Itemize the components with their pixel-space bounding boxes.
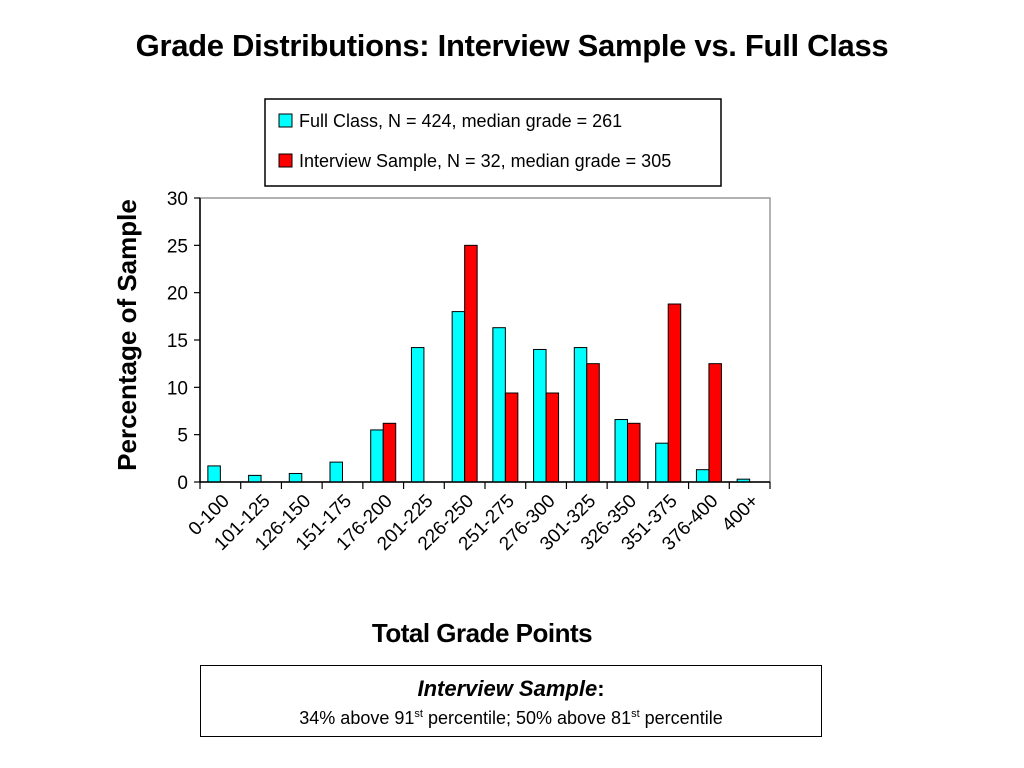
legend-swatch-interview-sample [278,153,293,168]
y-axis-label: Percentage of Sample [112,199,142,471]
bar-full-class-326-350 [614,419,628,483]
plot-area [199,197,771,483]
grade-distribution-chart: Full Class, N = 424, median grade = 261 I… [112,98,771,648]
note-sup-1: st [414,708,423,720]
bar-full-class-0-100 [207,465,221,483]
y-tick-label: 25 [167,236,188,257]
bar-interview-sample-351-375 [667,303,682,483]
bar-interview-sample-251-275 [504,392,519,483]
bar-full-class-276-300 [533,348,547,483]
legend-label-interview-sample: Interview Sample, N = 32, median grade =… [299,151,671,171]
bar-interview-sample-226-250 [464,244,478,483]
note-sup-2: st [631,708,640,720]
y-tick-label: 0 [177,473,188,494]
bar-full-class-176-200 [370,429,384,483]
bar-full-class-376-400 [695,469,710,483]
plot-frame [199,197,771,483]
note-part-1: 34% above 91 [299,708,415,728]
bar-full-class-126-150 [288,472,303,483]
x-axis: 0-100101-125126-150151-175176-200201-225… [185,481,771,555]
x-axis-label: Total Grade Points [372,618,592,648]
bar-interview-sample-326-350 [627,422,641,483]
bar-interview-sample-276-300 [545,392,560,483]
note-heading-colon: : [597,676,605,701]
bar-interview-sample-176-200 [382,422,397,483]
bar-interview-sample-376-400 [708,363,722,483]
y-axis: 0 5 10 15 20 25 30 [167,189,201,494]
bar-full-class-151-175 [329,461,343,483]
note-part-3: percentile [639,708,723,728]
slide-title: Grade Distributions: Interview Sample vs… [135,28,889,63]
y-tick-label: 20 [167,284,188,305]
legend-box [264,98,722,187]
interview-sample-note: Interview Sample: 34% above 91st percent… [200,665,822,737]
bar-full-class-201-225 [410,347,425,483]
y-tick-label: 15 [167,331,188,352]
y-tick-label: 10 [167,378,188,399]
note-heading: Interview Sample: [201,676,821,702]
y-tick-label: 5 [177,426,188,447]
bar-full-class-351-375 [655,442,669,483]
chart-legend: Full Class, N = 424, median grade = 261 I… [264,98,722,187]
bar-interview-sample-301-325 [586,363,600,483]
legend-label-full-class: Full Class, N = 424, median grade = 261 [299,111,622,131]
y-tick-label: 30 [167,189,188,210]
bar-full-class-301-325 [573,347,588,483]
bar-full-class-251-275 [492,327,506,483]
bar-full-class-226-250 [451,311,466,483]
note-heading-text: Interview Sample [417,676,598,701]
note-part-2: percentile; 50% above 81 [422,708,632,728]
bar-full-class-101-125 [248,474,262,483]
legend-swatch-full-class [278,113,293,128]
bars-group [207,244,751,483]
x-tick-label: 400+ [718,491,763,536]
note-text: 34% above 91st percentile; 50% above 81s… [201,702,821,730]
